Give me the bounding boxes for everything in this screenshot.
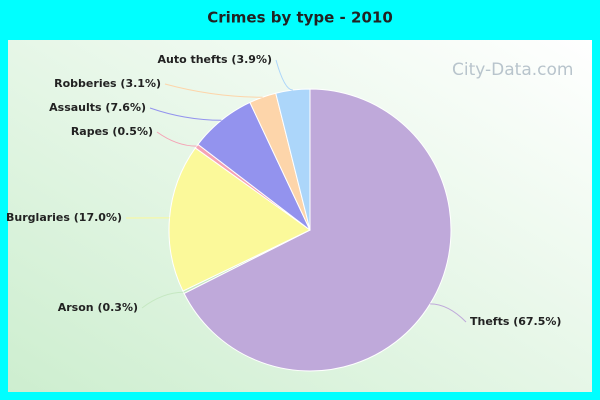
data-label: Robberies (3.1%): [54, 77, 161, 90]
data-label: Auto thefts (3.9%): [157, 53, 272, 66]
leader-line: [149, 107, 222, 121]
data-label: Arson (0.3%): [58, 301, 138, 314]
pie-slice: [275, 88, 311, 231]
data-label: Thefts (67.5%): [470, 315, 561, 328]
watermark: City-Data.com: [452, 60, 573, 80]
data-label: Rapes (0.5%): [71, 125, 153, 138]
leader-line: [164, 83, 263, 98]
pie-slice: [183, 88, 452, 372]
data-label: Assaults (7.6%): [49, 101, 146, 114]
leader-line: [156, 131, 197, 147]
leader-line: [430, 303, 467, 323]
leader-line: [141, 291, 184, 309]
data-label: Burglaries (17.0%): [6, 211, 122, 224]
chart-title: Crimes by type - 2010: [207, 9, 393, 27]
leader-line: [275, 59, 293, 91]
